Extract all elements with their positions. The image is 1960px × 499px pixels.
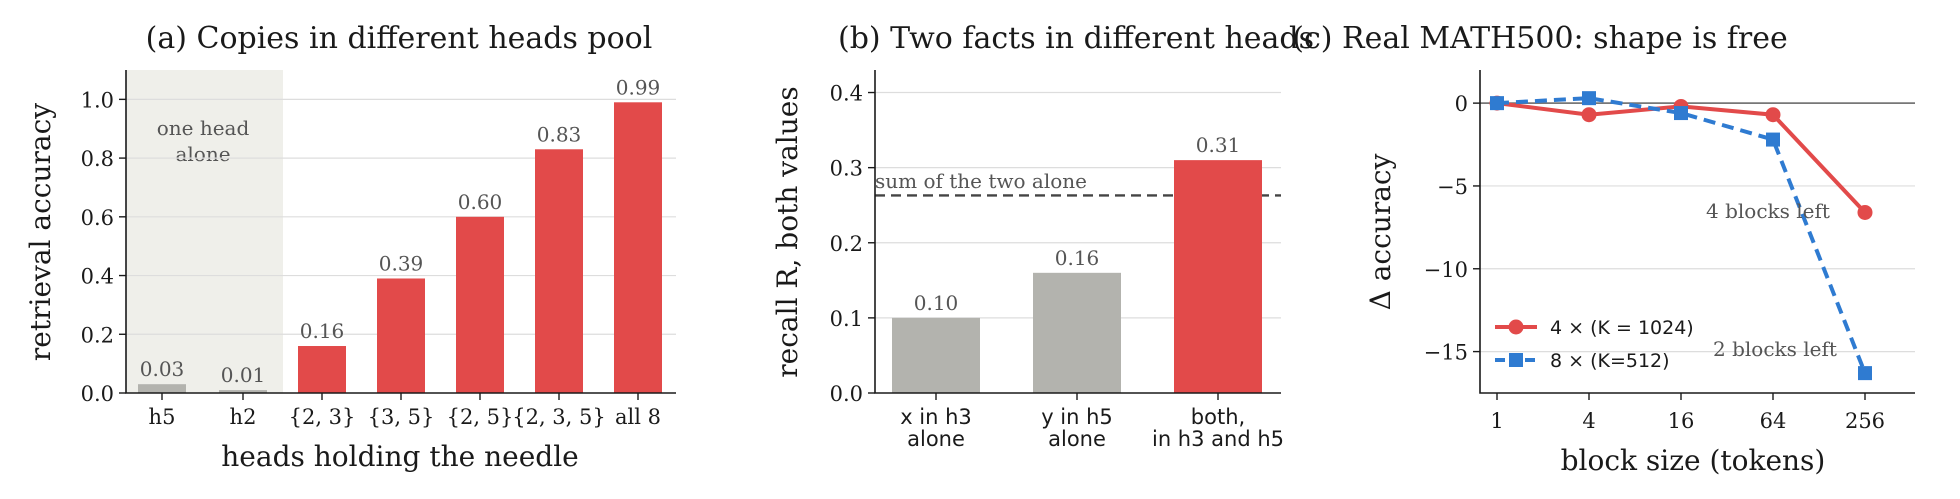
panel-c-gridlines <box>1480 185 1915 353</box>
panel-a-gridlines <box>126 98 676 335</box>
panel-a-shade-label-line1: one head <box>157 116 250 140</box>
panel-a-y-tick-label: 0.6 <box>81 206 114 230</box>
panel-c-series-line <box>1496 96 1867 374</box>
panel-a-data-label: 0.01 <box>221 363 266 387</box>
panel-a-y-tick-label: 0.2 <box>81 323 114 347</box>
panel-b-y-tick-label: 0.3 <box>830 157 863 181</box>
panel-b-x-tick-label: y in h5 <box>1041 405 1113 429</box>
panel-a-data-label: 0.99 <box>616 75 661 99</box>
panel-b-title: (b) Two facts in different heads <box>838 21 1314 56</box>
panel-b-y-tick-label: 0.4 <box>830 82 863 106</box>
panel-a-bar <box>377 278 425 393</box>
panel-b-reference-label: sum of the two alone <box>875 169 1087 193</box>
panel-a-data-label: 0.03 <box>140 357 185 381</box>
panel-b-axes <box>874 70 1281 394</box>
panel-b-y-tick-label: 0.1 <box>830 307 863 331</box>
panel-a-bar <box>298 346 346 393</box>
panel-c-legend-marker <box>1509 353 1523 367</box>
panel-a-shade-label-line2: alone <box>175 142 230 166</box>
panel-a-y-tick-label: 0.4 <box>81 265 114 289</box>
panel-c-legend-label: 8 × (K=512) <box>1550 350 1670 372</box>
panel-a-bar <box>456 216 504 393</box>
panel-a-x-tick-label: {2, 3, 5} <box>512 405 606 429</box>
panel-c-y-ticks: 0 −5 −10 −15 <box>1424 92 1480 365</box>
panel-c-legend-marker <box>1508 319 1524 335</box>
panel-b-data-label: 0.31 <box>1196 133 1241 157</box>
panel-c-series <box>1489 91 1873 381</box>
panel-b-y-axis-label: recall R, both values <box>771 86 804 377</box>
panel-a-x-tick-label: {2, 3} <box>289 405 356 429</box>
panel-c-title: (c) Real MATH500: shape is free <box>1292 21 1788 56</box>
panel-c-axes <box>1479 70 1915 394</box>
panel-c-point <box>1766 132 1780 147</box>
panel-c-x-tick-label: 16 <box>1668 409 1695 433</box>
panel-b-bar <box>1174 160 1262 393</box>
panel-a-data-label: 0.83 <box>537 122 582 146</box>
panel-b-bars: 0.10 0.16 0.31 <box>892 133 1262 393</box>
panel-c-y-tick-label: 0 <box>1455 92 1468 116</box>
panel-a-axes <box>125 70 676 394</box>
panel-b-x-tick-label: in h3 and h5 <box>1152 427 1284 451</box>
panel-a-x-tick-label: h2 <box>230 405 257 429</box>
panel-c-point <box>1858 366 1872 381</box>
panel-c-y-axis-label: Δ accuracy <box>1364 153 1397 310</box>
panel-c-annotation-2-blocks: 2 blocks left <box>1713 337 1837 361</box>
panel-c-x-tick-label: 64 <box>1760 409 1787 433</box>
panel-a-bar <box>614 102 662 394</box>
panel-a-x-tick-label: all 8 <box>615 405 661 429</box>
panel-c-x-tick-label: 256 <box>1845 409 1885 433</box>
panel-c-point <box>1765 107 1781 123</box>
panel-c-x-tick-label: 1 <box>1490 409 1503 433</box>
panel-a-title: (a) Copies in different heads pool <box>146 21 653 56</box>
panel-a-bar <box>138 384 186 393</box>
panel-a-y-tick-label: 1.0 <box>81 88 114 112</box>
panel-c-point <box>1490 96 1504 111</box>
panel-b-y-ticks: 0.0 0.1 0.2 0.3 0.4 <box>830 82 875 406</box>
panel-c-x-ticks: 1 4 16 64 256 <box>1490 393 1885 433</box>
panel-a-x-axis-label: heads holding the needle <box>221 440 578 473</box>
panel-b-bar <box>1033 272 1121 393</box>
panel-c: (c) Real MATH500: shape is free 4 blocks… <box>1292 21 1915 477</box>
panel-a-y-axis-label: retrieval accuracy <box>24 103 57 361</box>
panel-b-data-label: 0.16 <box>1055 246 1100 270</box>
panel-b-x-tick-label: alone <box>907 427 965 451</box>
panel-a-x-tick-label: h5 <box>149 405 176 429</box>
panel-c-point <box>1674 106 1688 121</box>
panel-c-annotation-4-blocks: 4 blocks left <box>1706 199 1830 223</box>
panel-a-data-label: 0.39 <box>379 251 424 275</box>
panel-a-bar <box>535 149 583 393</box>
panel-a-y-tick-label: 0.0 <box>81 382 114 406</box>
panel-c-y-tick-label: −15 <box>1424 341 1468 365</box>
panel-a: (a) Copies in different heads pool one h… <box>24 21 676 473</box>
panel-c-y-tick-label: −10 <box>1424 258 1468 282</box>
panel-c-x-axis-label: block size (tokens) <box>1561 444 1826 477</box>
panel-a-data-label: 0.60 <box>458 190 503 214</box>
panel-c-y-tick-label: −5 <box>1437 175 1468 199</box>
panel-c-legend-label: 4 × (K = 1024) <box>1550 317 1694 339</box>
panel-b: (b) Two facts in different heads sum of … <box>771 21 1314 451</box>
panel-c-point <box>1582 91 1596 106</box>
panel-a-x-ticks: h5 h2 {2, 3} {3, 5} {2, 5}{2, 3, 5} all 8 <box>149 393 661 429</box>
panel-c-legend: 4 × (K = 1024) 8 × (K=512) <box>1495 317 1694 372</box>
panel-c-x-tick-label: 4 <box>1582 409 1595 433</box>
panel-a-x-tick-label: {3, 5} <box>368 405 435 429</box>
panel-b-data-label: 0.10 <box>914 291 959 315</box>
panel-b-x-tick-label: alone <box>1048 427 1106 451</box>
panel-c-point <box>1857 204 1873 220</box>
panel-b-bar <box>892 317 980 393</box>
panel-a-data-label: 0.16 <box>300 319 345 343</box>
panel-b-y-tick-label: 0.0 <box>830 382 863 406</box>
panel-a-bar <box>219 390 267 393</box>
panel-b-x-tick-label: x in h3 <box>900 405 972 429</box>
panel-a-y-ticks: 0.0 0.2 0.4 0.6 0.8 1.0 <box>81 88 126 406</box>
panel-b-x-tick-label: both, <box>1191 405 1245 429</box>
panel-a-y-tick-label: 0.8 <box>81 147 114 171</box>
panel-b-y-tick-label: 0.2 <box>830 232 863 256</box>
panel-a-shaded-region <box>126 70 283 393</box>
panel-a-x-tick-label: {2, 5} <box>447 405 514 429</box>
panel-a-bars: 0.03 0.01 0.16 0.39 0.60 0.83 0.99 <box>138 75 662 394</box>
panel-c-point <box>1581 107 1597 123</box>
